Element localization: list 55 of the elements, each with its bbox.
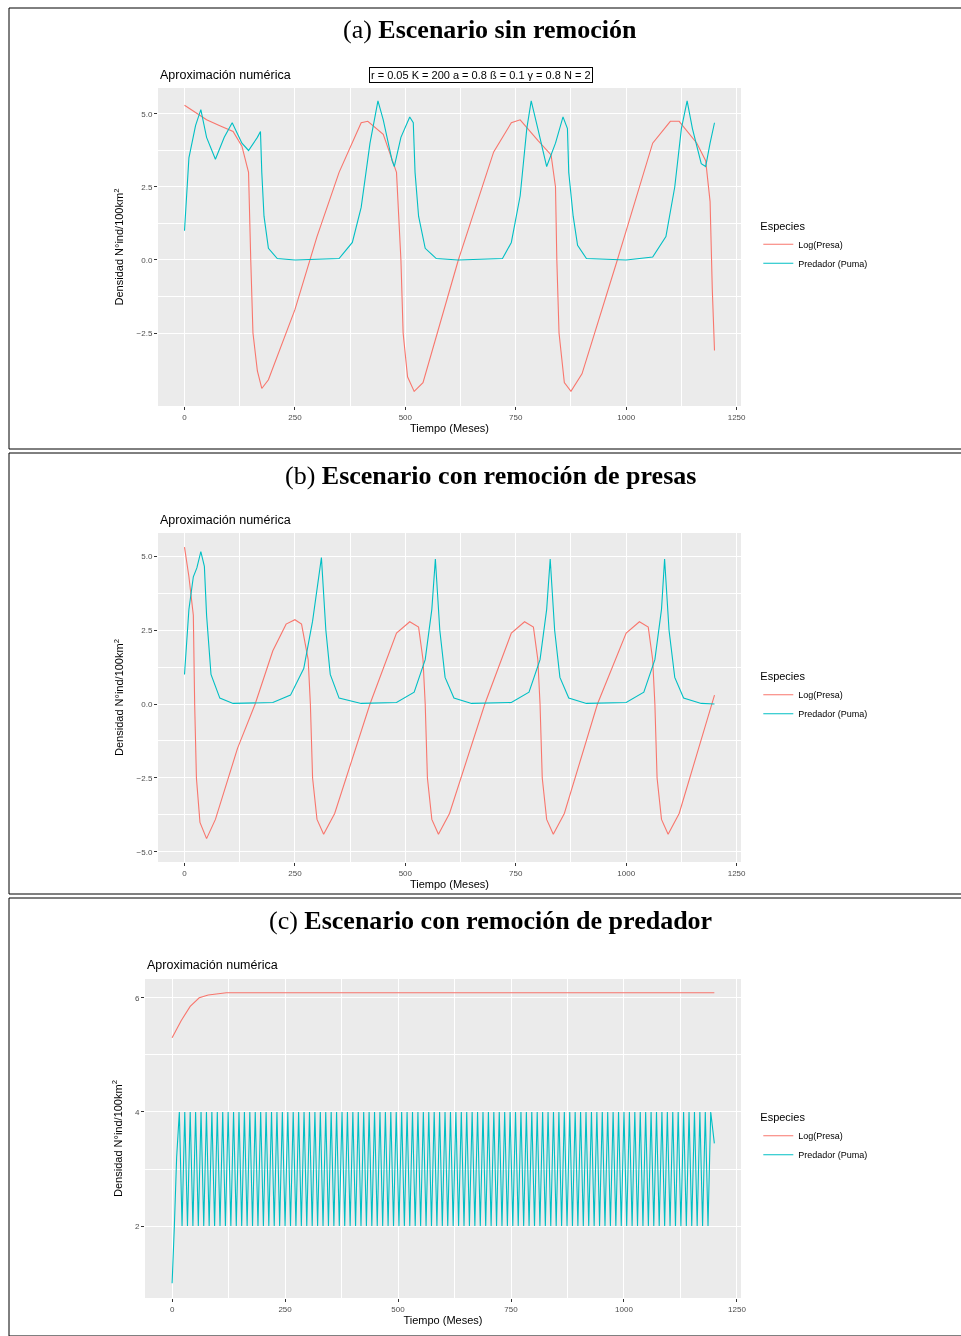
x-axis-title: Tiempo (Meses) <box>409 421 490 434</box>
y-tick-label: 6 <box>134 993 140 1003</box>
y-tick-label: −2.5 <box>136 328 153 338</box>
legend-label: Predador (Puma) <box>798 1150 868 1161</box>
y-tick-label: 2.5 <box>141 625 153 635</box>
x-tick-label: 1000 <box>615 1304 634 1314</box>
x-tick-label: 500 <box>391 1304 406 1314</box>
x-tick-label: 750 <box>509 868 523 878</box>
x-tick-label: 0 <box>182 868 188 878</box>
legend-label: Log(Presa) <box>798 1131 843 1142</box>
x-tick-label: 500 <box>398 868 413 878</box>
y-tick-label: 2 <box>134 1221 140 1231</box>
line-series <box>183 100 716 261</box>
chart-title: (c) Escenario con remoción de predador <box>269 906 713 935</box>
x-tick-label: 500 <box>398 412 413 422</box>
legend-label: Log(Presa) <box>798 690 843 701</box>
line-series <box>183 551 716 705</box>
chart-title: (a) Escenario sin remoción <box>343 15 637 44</box>
line-series <box>183 104 716 392</box>
x-tick-label: 1250 <box>728 1304 747 1314</box>
x-tick-label: 750 <box>504 1304 519 1314</box>
y-tick-label: 5.0 <box>141 109 153 119</box>
y-tick-label: −5.0 <box>136 847 153 857</box>
y-tick-label: 4 <box>134 1107 140 1117</box>
y-tick-label: −2.5 <box>136 773 153 783</box>
x-tick-label: 0 <box>182 412 188 422</box>
y-tick-label: 2.5 <box>141 182 153 192</box>
y-tick-label: 5.0 <box>141 551 153 561</box>
x-tick-label: 750 <box>509 412 523 422</box>
x-tick-label: 250 <box>288 868 303 878</box>
legend-title: Especies <box>760 670 806 683</box>
y-tick-label: 0.0 <box>141 255 153 265</box>
x-tick-label: 1000 <box>617 412 636 422</box>
legend-label: Predador (Puma) <box>798 258 868 269</box>
chart-title: (b) Escenario con remoción de presas <box>285 461 697 490</box>
x-tick-label: 250 <box>288 412 303 422</box>
chart-subtitle: Aproximación numérica <box>160 513 291 527</box>
legend-title: Especies <box>760 1111 806 1124</box>
y-tick-label: 0.0 <box>141 699 153 709</box>
x-tick-label: 0 <box>169 1304 175 1314</box>
chart-subtitle: Aproximación numérica <box>147 958 278 972</box>
chart-subtitle: Aproximación numérica <box>160 68 291 82</box>
legend-label: Log(Presa) <box>798 239 843 250</box>
line-series <box>183 546 716 840</box>
x-tick-label: 250 <box>278 1304 293 1314</box>
line-series <box>171 992 715 1039</box>
x-axis-title: Tiempo (Meses) <box>409 877 490 890</box>
legend-title: Especies <box>760 219 806 232</box>
line-series <box>171 1111 715 1284</box>
x-axis-title: Tiempo (Meses) <box>403 1313 483 1326</box>
text: r = 0.05 K = 200 a = 0.8 ß = 0.1 γ = 0.8 N = 2 <box>371 69 591 81</box>
legend-label: Predador (Puma) <box>798 709 868 720</box>
x-tick-label: 1000 <box>617 868 636 878</box>
x-tick-label: 1250 <box>727 412 747 422</box>
x-tick-label: 1250 <box>727 868 747 878</box>
